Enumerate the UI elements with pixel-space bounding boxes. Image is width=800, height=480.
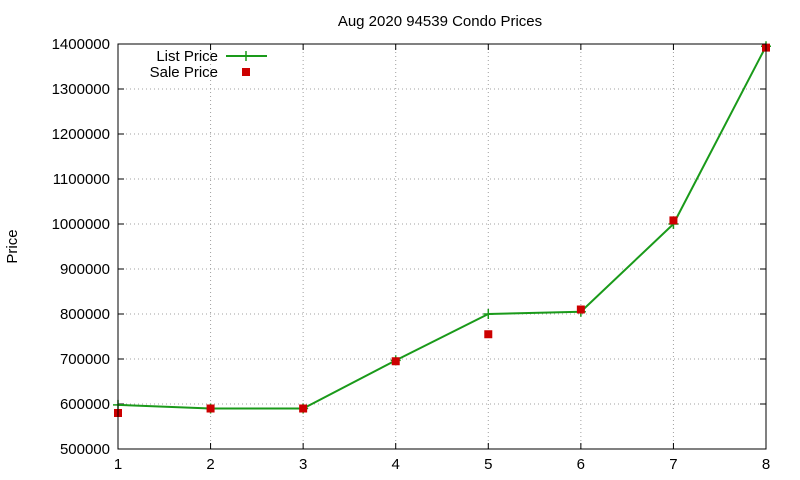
x-tick-label: 1 — [114, 456, 122, 473]
x-tick-label: 2 — [206, 456, 214, 473]
x-tick-label: 4 — [392, 456, 400, 473]
point-sale-price — [391, 357, 400, 366]
legend-label-sale-price: Sale Price — [150, 64, 218, 81]
y-tick-label: 800000 — [60, 306, 110, 323]
y-tick-label: 500000 — [60, 441, 110, 458]
y-tick-label: 1400000 — [52, 36, 110, 53]
plot-frame — [117, 43, 767, 450]
point-sale-price — [576, 305, 585, 314]
y-tick-label: 700000 — [60, 351, 110, 368]
y-tick-label: 1300000 — [52, 81, 110, 98]
legend-swatch-sale-price — [242, 68, 250, 76]
grid-lines — [118, 44, 766, 449]
point-sale-price — [669, 216, 678, 225]
series-layer — [113, 41, 771, 417]
point-sale-price — [299, 404, 308, 413]
legend-marker-list-price — [241, 51, 251, 61]
x-tick-label: 3 — [299, 456, 307, 473]
x-tick-label: 7 — [669, 456, 677, 473]
series-line-list-price — [117, 45, 767, 410]
legend-label-list-price: List Price — [156, 48, 218, 65]
y-tick-label: 600000 — [60, 396, 110, 413]
y-tick-label: 900000 — [60, 261, 110, 278]
y-axis-label: Price — [4, 229, 21, 263]
point-sale-price — [484, 330, 493, 339]
legend-swatch-list-price — [226, 51, 267, 61]
chart-title: Aug 2020 94539 Condo Prices — [338, 13, 542, 30]
x-tick-label: 5 — [484, 456, 492, 473]
y-tick-label: 1200000 — [52, 126, 110, 143]
y-tick-label: 1100000 — [53, 171, 110, 188]
y-tick-label: 1000000 — [52, 216, 110, 233]
legend: List Price Sale Price — [150, 48, 267, 81]
y-axis-ticks: 500000 600000 700000 800000 900000 1000000 110… — [52, 36, 766, 458]
x-axis-ticks: 1 2 3 4 5 6 7 8 — [114, 44, 770, 473]
point-list-price — [483, 309, 494, 319]
legend-marker-sale-price — [242, 68, 250, 76]
x-tick-label: 8 — [762, 456, 770, 473]
point-sale-price — [206, 404, 215, 413]
x-tick-label: 6 — [577, 456, 585, 473]
